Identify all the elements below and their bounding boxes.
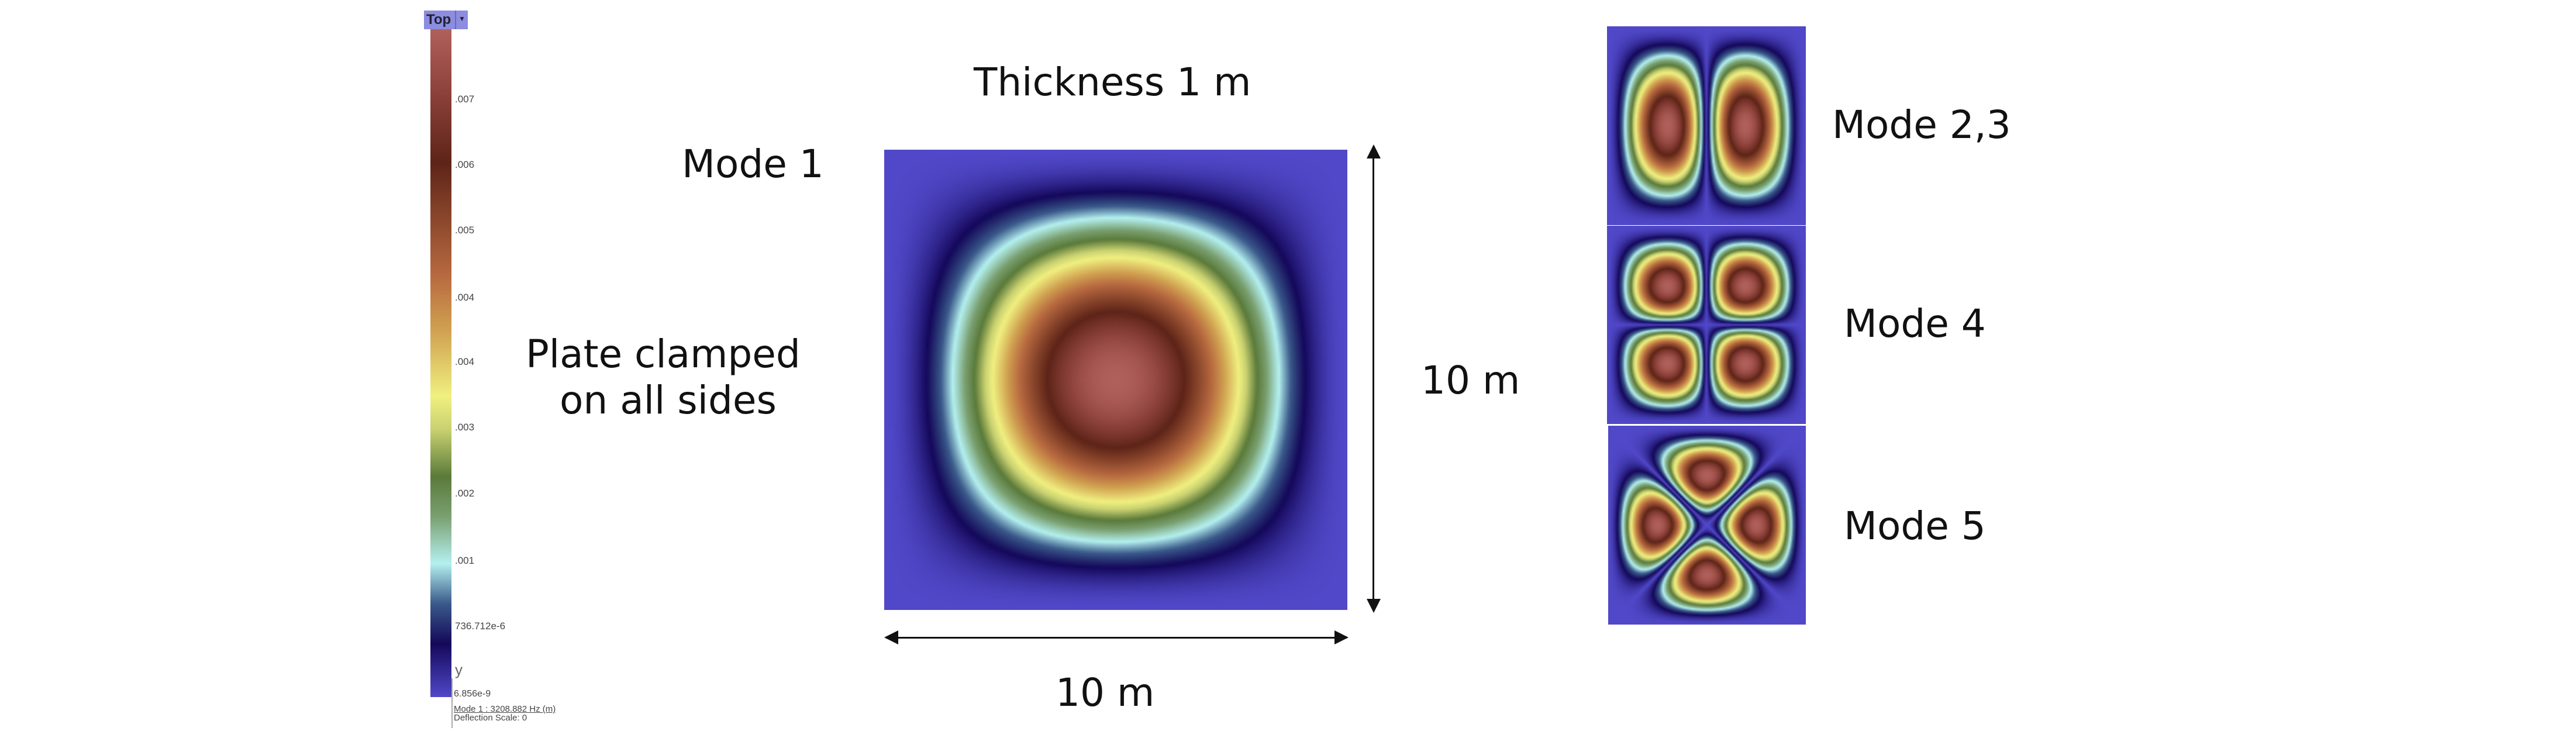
mode1-label: Mode 1 [682,142,824,187]
mode-label: Mode 4 [1844,301,1986,346]
view-selector-label: Top [426,12,451,27]
colorbar-tick: .003 [455,422,475,433]
colorbar-tick: .006 [455,159,475,170]
deflection-scale-info: Deflection Scale: 0 [454,713,527,723]
colorbar-tick: .004 [455,292,475,303]
vertical-dimension-arrow [1373,146,1374,610]
colorbar-tick: .007 [455,94,475,105]
arrowhead-up-icon [1367,144,1381,158]
plate-note-line2: on all sides [560,378,777,423]
view-selector-dropdown[interactable]: Top ▼ [424,11,468,29]
chevron-down-icon[interactable]: ▼ [455,11,468,29]
colorbar-tick: .004 [455,356,475,367]
horizontal-dimension-arrow [886,637,1347,639]
colorbar-tick: .005 [455,225,475,236]
title: Thickness 1 m [974,60,1251,105]
mode-label: Mode 2,3 [1832,102,2011,147]
colorbar-tick: .002 [455,488,475,499]
colorbar [430,29,451,697]
mode5-contour-plot [1608,426,1806,625]
arrowhead-right-icon [1334,630,1349,644]
dimension-vertical-label: 10 m [1421,358,1520,403]
mode-info: Mode 1 : 3208.882 Hz (m) [454,704,556,714]
axis-label-y: y [455,661,463,678]
axis-triad-line [451,678,453,728]
colorbar-min-label: 6.856e-9 [454,689,491,699]
dimension-horizontal-label: 10 m [1056,670,1155,715]
mode-label: Mode 5 [1844,504,1986,549]
mode1-contour-plot [884,150,1347,610]
mode2-3-contour-plot [1607,26,1806,225]
mode4-contour-plot [1607,226,1806,424]
colorbar-tick: .001 [455,555,475,566]
arrowhead-left-icon [884,630,898,644]
plate-note-line1: Plate clamped [526,332,801,377]
arrowhead-down-icon [1367,599,1381,613]
colorbar-tick: 736.712e-6 [455,620,506,632]
